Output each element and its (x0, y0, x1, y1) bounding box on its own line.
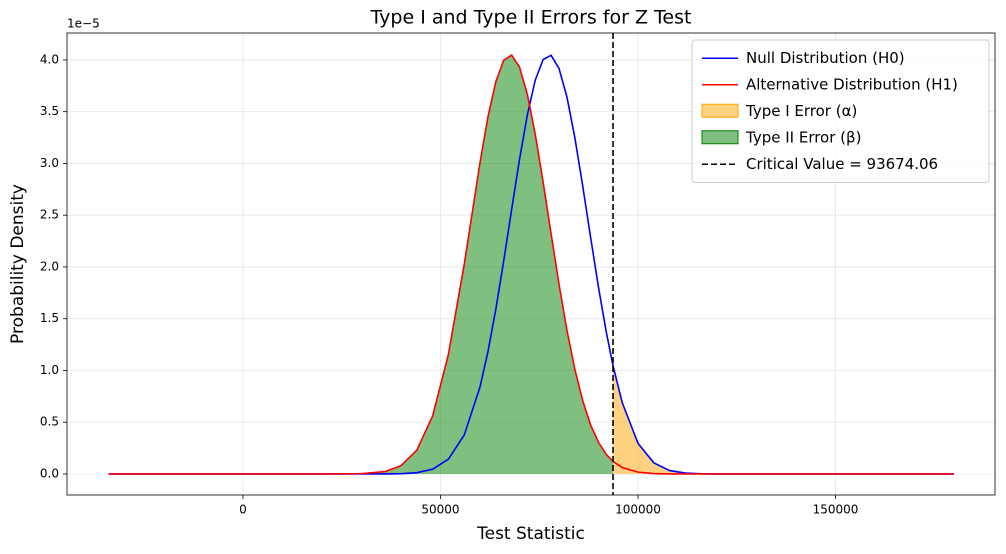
y-tick-label: 1.0 (40, 363, 59, 377)
y-tick-label: 2.5 (40, 208, 59, 222)
y-tick-label: 0.0 (40, 466, 59, 480)
legend-label: Type I Error (α) (745, 102, 857, 120)
y-tick-label: 2.0 (40, 259, 59, 273)
chart-title: Type I and Type II Errors for Z Test (370, 7, 692, 29)
y-tick-label: 4.0 (40, 52, 59, 66)
y-tick-label: 3.5 (40, 104, 59, 118)
error-area (613, 365, 954, 474)
density-line (108, 54, 954, 475)
error-area (108, 55, 614, 474)
legend-swatch (701, 103, 739, 118)
legend-label: Alternative Distribution (H1) (746, 75, 958, 93)
legend-box (691, 39, 990, 183)
x-tick-label: 0 (239, 503, 247, 517)
x-tick-label: 100000 (615, 503, 661, 517)
plot-frame (66, 32, 996, 496)
legend-swatch (701, 130, 739, 145)
legend-label: Null Distribution (H0) (746, 49, 905, 67)
x-tick-label: 150000 (813, 503, 859, 517)
legend-label: Critical Value = 93674.06 (746, 155, 938, 173)
x-axis-label: Test Statistic (476, 524, 585, 544)
y-axis-label: Probability Density (8, 184, 28, 344)
y-offset-label: 1e−5 (67, 17, 100, 31)
x-tick-label: 50000 (421, 503, 459, 517)
y-tick-label: 3.0 (40, 156, 59, 170)
density-line (108, 53, 954, 475)
legend-label: Type II Error (β) (745, 128, 861, 146)
y-tick-label: 0.5 (40, 415, 59, 429)
y-tick-label: 1.5 (40, 311, 59, 325)
